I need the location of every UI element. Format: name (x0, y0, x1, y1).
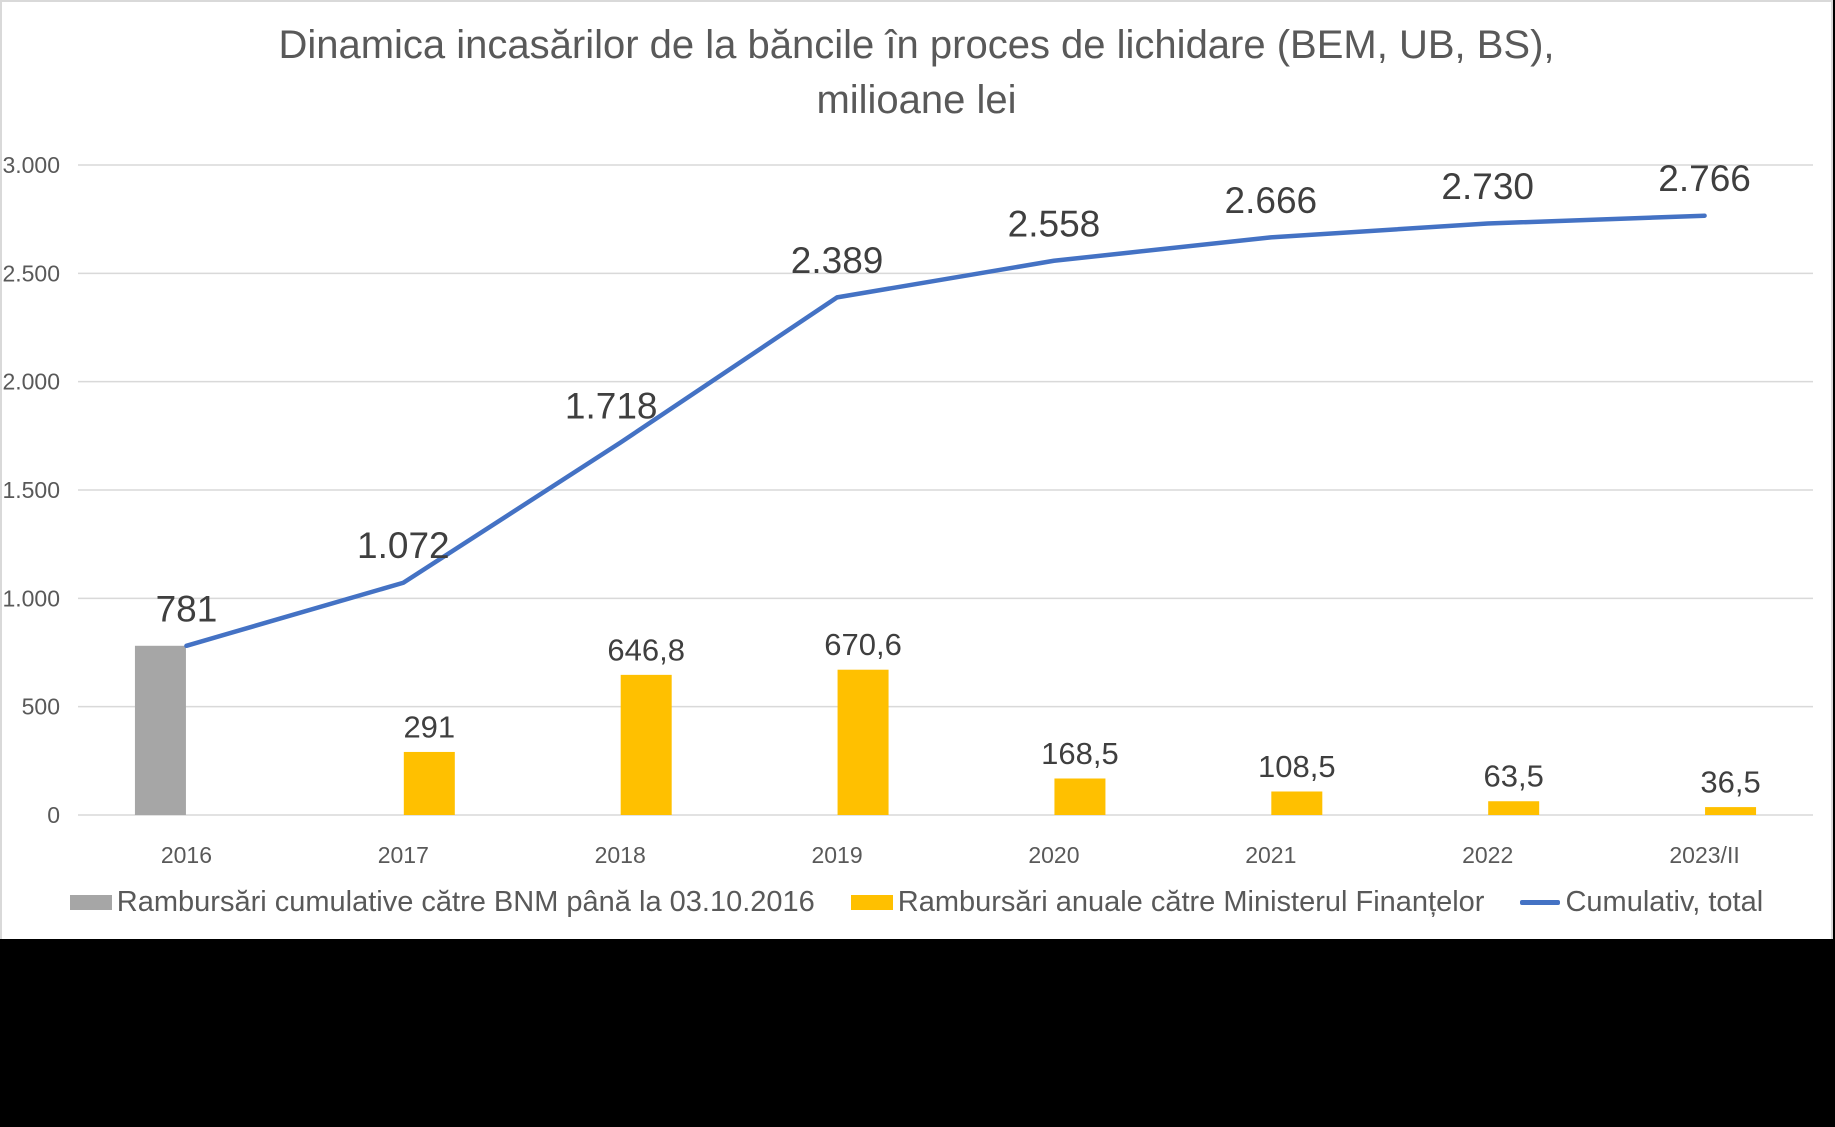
bar-data-label: 108,5 (1258, 749, 1336, 784)
bar-2020 (1054, 778, 1106, 815)
x-axis-label-2018: 2018 (595, 842, 646, 868)
legend: Rambursări cumulative către BNM până la … (2, 886, 1831, 919)
x-axis-label-2020: 2020 (1028, 842, 1079, 868)
x-axis-label-2022: 2022 (1462, 842, 1513, 868)
bar-2018 (620, 674, 672, 815)
legend-swatch-blue-line (1520, 900, 1561, 905)
plot-area: 0 500 1.000 1.500 2.000 2.500 3.000 2016 2017 201… (2, 152, 1813, 868)
bar-2023/II (1705, 807, 1757, 815)
bar-2016 (134, 645, 186, 815)
legend-swatch-gray-bar (69, 895, 112, 910)
x-axis-label-2021: 2021 (1245, 842, 1296, 868)
line-data-label: 1.718 (565, 385, 658, 426)
y-axis-tick-label: 2.500 (2, 260, 60, 286)
y-axis-tick-label: 0 (47, 802, 60, 828)
bar-2019 (837, 669, 889, 815)
x-axis-label-2019: 2019 (811, 842, 862, 868)
chart: Dinamica incasărilor de la băncile în pr… (0, 0, 1833, 939)
y-axis-tick-label: 1.500 (2, 477, 60, 503)
bar-data-label: 168,5 (1041, 736, 1119, 771)
chart-title: Dinamica incasărilor de la băncile în pr… (2, 18, 1831, 128)
legend-item-annual-mf: Rambursări anuale către Ministerul Finan… (850, 886, 1485, 919)
legend-label: Rambursări cumulative către BNM până la … (116, 886, 815, 918)
legend-swatch-yellow-bar (850, 895, 893, 910)
bar-2022 (1488, 801, 1540, 815)
bar-data-label: 36,5 (1700, 765, 1760, 800)
x-axis-label-2017: 2017 (378, 842, 429, 868)
legend-item-cumulative-bnm: Rambursări cumulative către BNM până la … (69, 886, 815, 919)
line-data-label: 1.072 (357, 525, 450, 566)
line-data-label: 2.666 (1225, 180, 1318, 221)
line-data-label: 2.766 (1658, 158, 1751, 199)
x-axis-label-2023/II: 2023/II (1669, 842, 1739, 868)
line-data-label: 781 (156, 588, 218, 629)
legend-label: Cumulativ, total (1565, 886, 1764, 918)
legend-item-cumulative-total: Cumulativ, total (1520, 886, 1763, 919)
cumulative-line (184, 213, 1707, 649)
y-axis-tick-label: 1.000 (2, 585, 60, 611)
chart-title-line1: Dinamica incasărilor de la băncile în pr… (278, 23, 1555, 67)
line-data-label: 2.558 (1008, 203, 1101, 244)
bar-2017 (403, 751, 455, 815)
chart-title-line2: milioane lei (816, 78, 1017, 122)
legend-label: Rambursări anuale către Ministerul Finan… (897, 886, 1485, 918)
black-footer-area (0, 941, 1835, 1127)
line-data-label: 2.730 (1441, 166, 1534, 207)
y-axis-tick-label: 3.000 (2, 152, 60, 178)
bar-data-label: 646,8 (607, 632, 685, 667)
bar-data-label: 670,6 (824, 627, 902, 662)
y-axis-tick-label: 500 (22, 694, 60, 720)
y-axis-tick-label: 2.000 (2, 369, 60, 395)
line-data-label: 2.389 (791, 240, 884, 281)
bar-2021 (1271, 791, 1323, 815)
bar-data-label: 291 (403, 709, 455, 744)
x-axis-label-2016: 2016 (161, 842, 212, 868)
bar-data-label: 63,5 (1484, 759, 1544, 794)
